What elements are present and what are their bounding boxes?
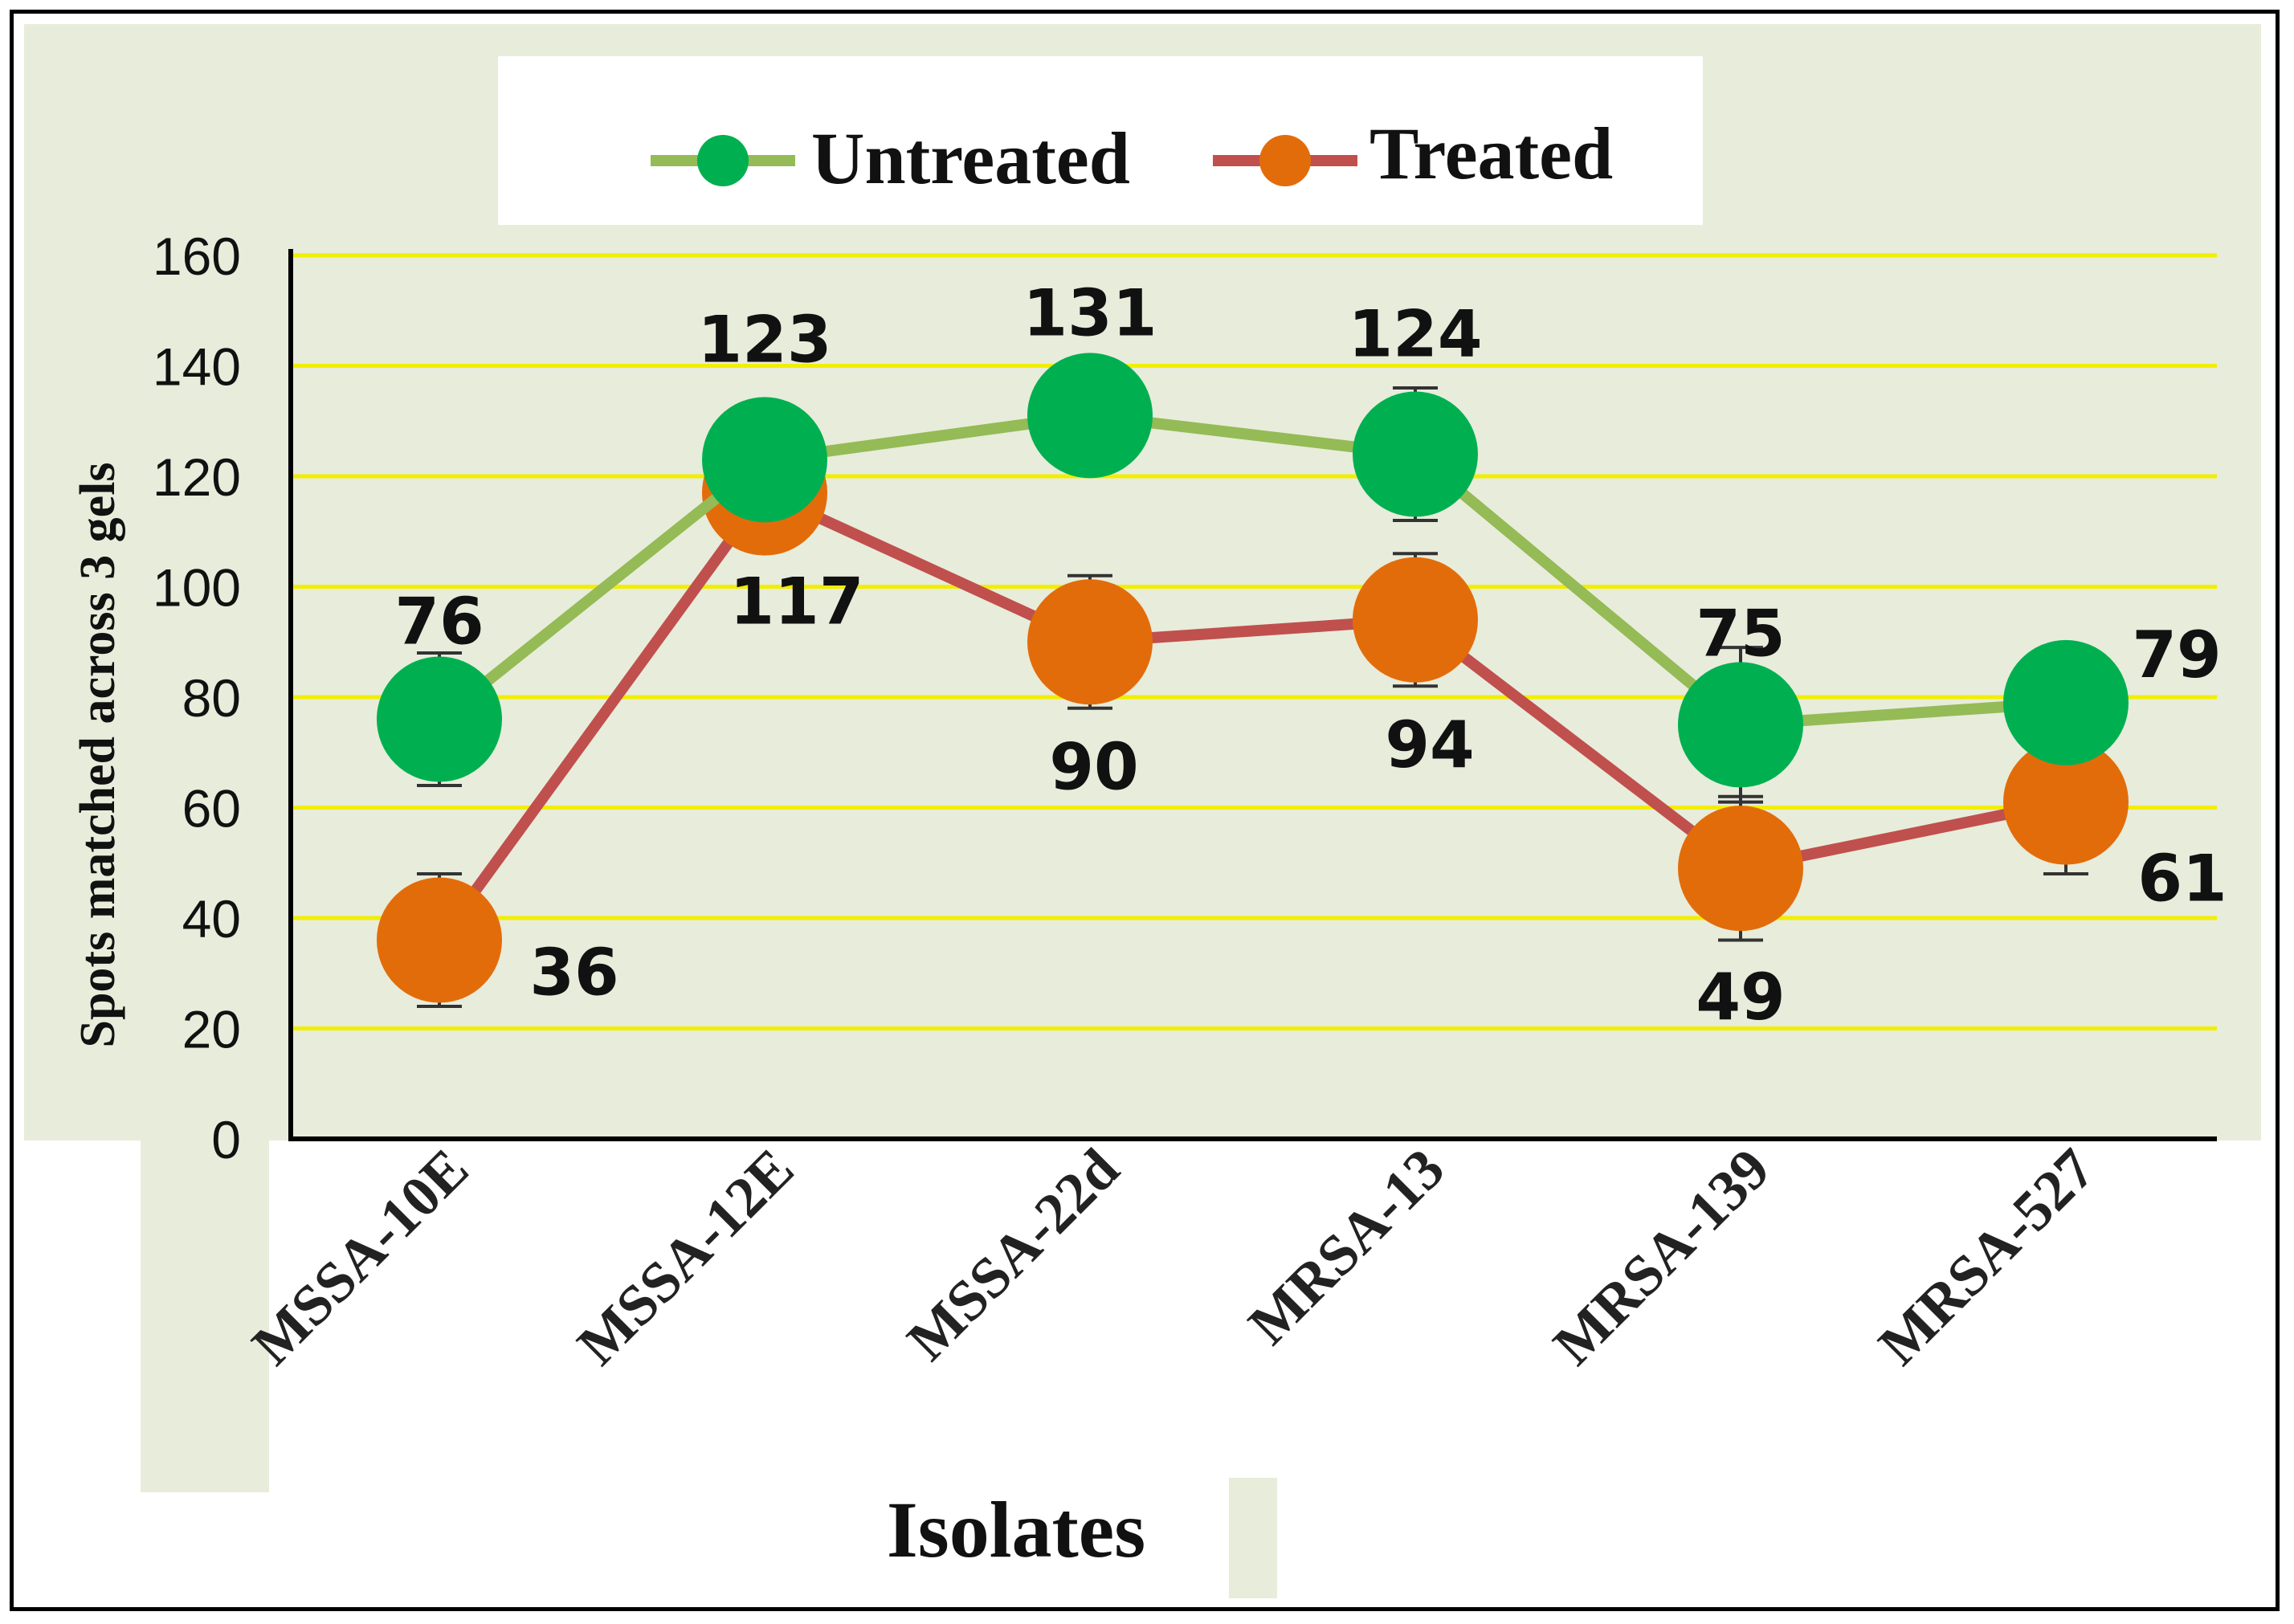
y-axis-title: Spots matched across 3 gels xyxy=(71,462,125,1047)
legend-treated-marker xyxy=(1259,135,1311,186)
data-point-untreated xyxy=(1027,353,1153,479)
x-tick-label: MSSA-10E xyxy=(239,1136,480,1377)
y-tick-label: 20 xyxy=(182,1000,241,1059)
data-point-treated xyxy=(2003,739,2129,865)
data-point-untreated xyxy=(1678,662,1803,788)
y-tick-label: 100 xyxy=(153,558,241,618)
series-layer xyxy=(377,353,2129,1008)
gridlines xyxy=(291,253,2217,1030)
x-axis-title: Isolates xyxy=(887,1485,1145,1574)
y-tick-label: 80 xyxy=(182,668,241,728)
data-label-untreated: 123 xyxy=(698,302,832,377)
labels-layer: 76 123 131 124 75 79 36 117 90 94 49 61 xyxy=(394,275,2227,1034)
data-point-untreated xyxy=(702,397,827,523)
data-label-untreated: 131 xyxy=(1023,275,1157,350)
legend-untreated-marker xyxy=(697,135,749,186)
data-label-treated: 61 xyxy=(2137,842,2227,916)
data-point-untreated xyxy=(377,656,502,782)
x-tick-label: MRSA-527 xyxy=(1867,1136,2108,1377)
data-label-treated: 90 xyxy=(1049,729,1138,804)
data-label-untreated: 75 xyxy=(1696,596,1785,671)
data-label-treated: 117 xyxy=(730,565,864,639)
y-tick-label: 40 xyxy=(182,889,241,949)
plot-background-left-strip xyxy=(141,1139,269,1492)
data-point-treated xyxy=(1353,557,1478,683)
x-tick-label: MSSA-12E xyxy=(565,1136,806,1377)
legend-treated-label: Treated xyxy=(1369,112,1613,194)
data-point-untreated xyxy=(1353,391,1478,517)
plot-background-bottom-strip xyxy=(1229,1478,1277,1598)
y-tick-label: 120 xyxy=(153,447,241,507)
data-label-treated: 49 xyxy=(1696,960,1785,1034)
data-point-untreated xyxy=(2003,639,2129,765)
y-tick-label: 0 xyxy=(211,1110,241,1169)
y-tick-label: 160 xyxy=(153,226,241,286)
data-label-untreated: 124 xyxy=(1349,297,1483,372)
data-point-treated xyxy=(1027,579,1153,705)
y-tick-label: 60 xyxy=(182,779,241,839)
legend-untreated-label: Untreated xyxy=(811,117,1130,199)
y-tick-label: 140 xyxy=(153,337,241,397)
data-label-untreated: 76 xyxy=(394,585,484,659)
data-label-treated: 36 xyxy=(529,936,618,1010)
x-tick-label: MSSA-22d xyxy=(895,1136,1131,1373)
data-point-treated xyxy=(377,877,502,1003)
data-label-treated: 94 xyxy=(1385,708,1474,782)
series-treated xyxy=(377,430,2129,1008)
data-label-untreated: 79 xyxy=(2132,618,2221,692)
series-untreated xyxy=(377,353,2129,804)
legend: Untreated Treated xyxy=(498,56,1703,225)
x-tick-label: MRSA-13 xyxy=(1236,1136,1456,1357)
x-tick-label: MRSA-139 xyxy=(1541,1136,1782,1377)
legend-box xyxy=(498,56,1703,225)
data-point-treated xyxy=(1678,806,1803,932)
